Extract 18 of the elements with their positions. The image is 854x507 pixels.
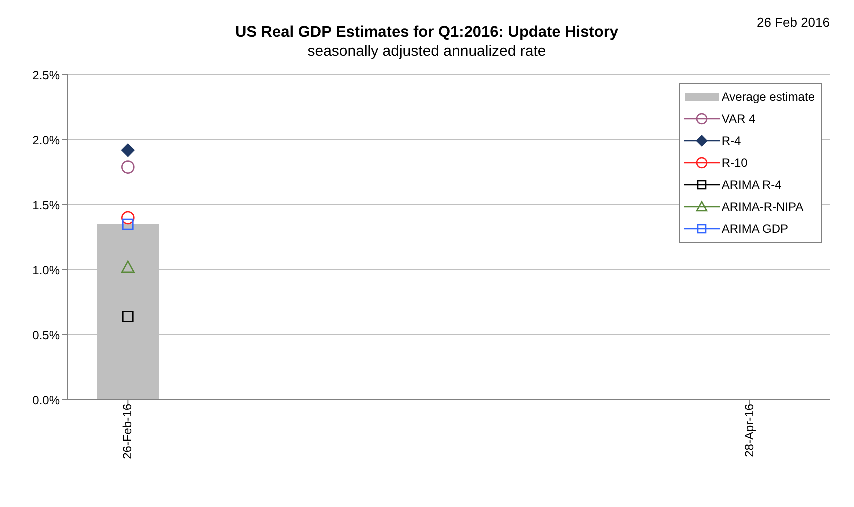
x-tick-label: 26-Feb-16 — [120, 404, 135, 460]
legend-label: ARIMA-R-NIPA — [722, 200, 804, 214]
x-tick-label: 28-Apr-16 — [742, 404, 756, 458]
legend-label: R-4 — [722, 134, 742, 148]
y-tick-label: 2.5% — [32, 68, 60, 82]
y-tick-label: 0.5% — [32, 328, 60, 342]
y-tick-label: 2.0% — [32, 133, 60, 148]
y-tick-label: 1.5% — [32, 198, 60, 212]
legend-label: R-10 — [722, 156, 748, 170]
legend-label: ARIMA R-4 — [722, 178, 782, 192]
chart-title: US Real GDP Estimates for Q1:2016: Update History — [235, 24, 619, 41]
y-tick-label: 1.0% — [32, 263, 60, 278]
legend-label: Average estimate — [722, 90, 815, 104]
legend-label: ARIMA GDP — [722, 222, 789, 236]
y-tick-label: 0.0% — [32, 393, 60, 408]
legend-label: VAR 4 — [722, 112, 756, 126]
chart-subtitle: seasonally adjusted annualized rate — [306, 43, 548, 60]
text: 26 Feb 2016 — [756, 15, 830, 30]
